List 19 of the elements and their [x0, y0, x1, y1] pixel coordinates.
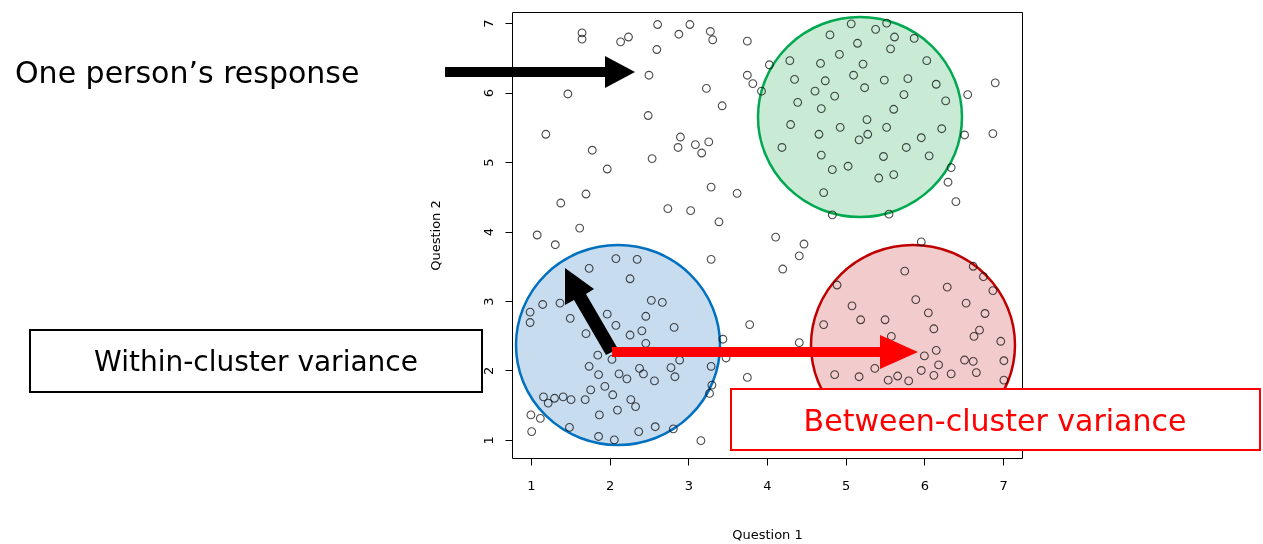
annotation: Between-cluster variance: [803, 403, 1187, 438]
x-tick-label: 7: [999, 477, 1008, 493]
x-tick-label: 4: [763, 477, 772, 493]
y-tick-label: 5: [480, 158, 496, 167]
x-tick-label: 2: [605, 477, 615, 493]
y-tick-label: 3: [480, 297, 496, 306]
x-axis-title: Question 1: [732, 526, 803, 542]
text: Within-cluster variance: [94, 345, 418, 378]
y-tick-label: 7: [480, 19, 496, 28]
y-tick-label: 4: [480, 227, 496, 237]
y-tick-label: 2: [480, 366, 496, 376]
y-tick-label: 6: [480, 88, 496, 98]
y-tick-label: 1: [480, 436, 496, 445]
x-tick-label: 1: [527, 477, 536, 493]
text: One person’s response: [15, 55, 360, 90]
x-tick-label: 6: [920, 477, 930, 493]
x-tick-label: 3: [684, 477, 693, 493]
x-tick-label: 5: [842, 477, 851, 493]
y-axis-title: Question 2: [427, 200, 443, 271]
